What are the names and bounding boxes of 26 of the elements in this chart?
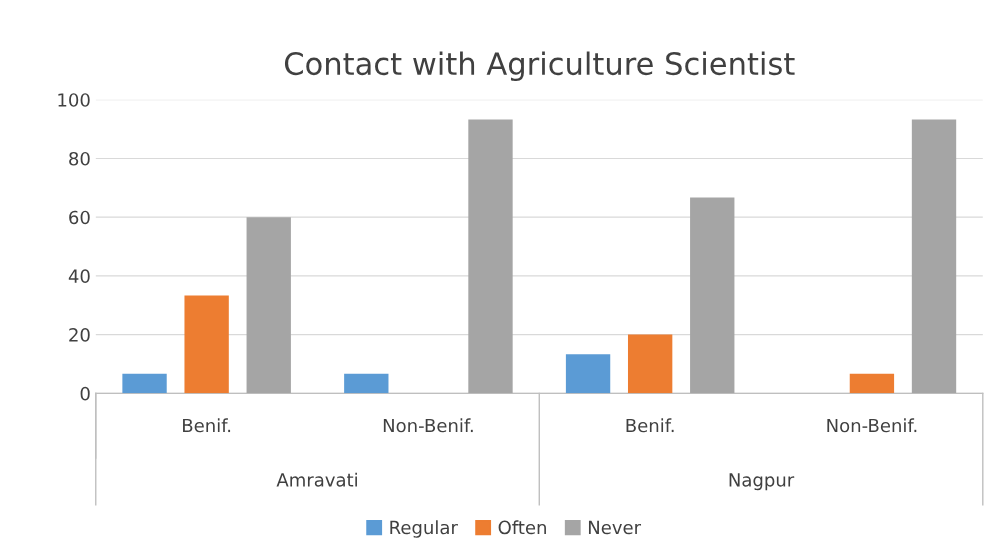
- bar: [565, 354, 611, 394]
- x-tick-label: Benif.: [626, 418, 674, 433]
- bar: [468, 119, 513, 394]
- bar: [849, 373, 895, 394]
- bar: [627, 334, 673, 394]
- y-tick-label: 100: [58, 93, 90, 107]
- chart-title: Contact with Agriculture Scientist: [284, 51, 795, 82]
- y-tick-label: 20: [69, 328, 90, 342]
- x-tick-label: Benif.: [183, 418, 231, 433]
- legend-label: Never: [588, 520, 642, 535]
- legend-label: Regular: [390, 520, 458, 538]
- x-tick-label: Non-Benif.: [827, 418, 917, 433]
- bar: [246, 217, 291, 394]
- bar: [911, 119, 957, 394]
- text: Amravati: [276, 472, 357, 487]
- x-tick-label: Non-Benif.: [383, 418, 473, 433]
- text: Nagpur: [729, 473, 795, 491]
- y-tick-label: 60: [69, 210, 90, 225]
- y-tick-label: 0: [80, 386, 90, 401]
- y-tick-label: 80: [69, 151, 90, 166]
- legend-label: Often: [498, 520, 546, 535]
- bar: [344, 373, 389, 394]
- bar: [690, 197, 735, 394]
- bar: [122, 373, 167, 394]
- bar: [184, 295, 229, 394]
- y-tick-label: 40: [68, 269, 90, 284]
